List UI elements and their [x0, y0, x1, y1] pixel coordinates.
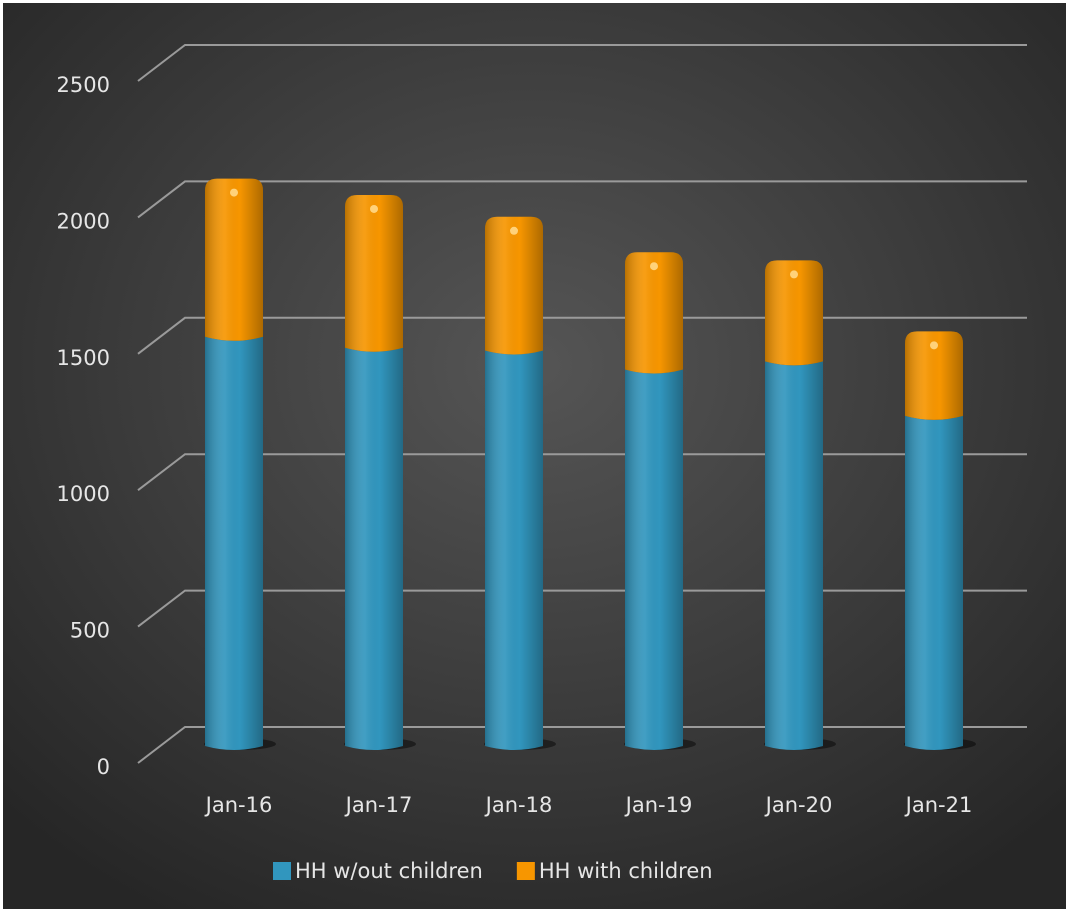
y-tick-label: 2000 — [57, 209, 110, 233]
bar-shading — [765, 260, 823, 366]
y-tick-label: 500 — [70, 619, 110, 643]
grid-line — [137, 316, 1027, 355]
bar-shading — [625, 252, 683, 374]
bar-shading — [205, 336, 263, 750]
legend-swatch — [273, 862, 291, 880]
grid-line — [137, 589, 1027, 628]
bar-shading — [485, 216, 543, 355]
bar-shading — [905, 331, 963, 420]
bar-highlight — [930, 341, 938, 350]
grid-line — [137, 726, 1027, 764]
legend-label: HH with children — [539, 859, 713, 883]
bar-shading — [485, 350, 543, 750]
x-tick-label: Jan-18 — [484, 793, 553, 817]
y-tick-label: 2500 — [57, 73, 110, 97]
bar-shading — [345, 194, 403, 352]
bar-shading — [205, 178, 263, 341]
bar-shading — [905, 415, 963, 750]
grid-line — [137, 44, 1027, 82]
x-tick-label: Jan-21 — [904, 793, 973, 817]
legend-label: HH w/out children — [295, 859, 483, 883]
x-tick-label: Jan-19 — [624, 793, 693, 817]
bar-highlight — [230, 188, 238, 197]
bar-shading — [625, 369, 683, 750]
bar-shading — [765, 361, 823, 750]
x-tick-label: Jan-20 — [764, 793, 833, 817]
bar-highlight — [650, 262, 658, 271]
x-tick-label: Jan-17 — [344, 793, 413, 817]
x-tick-label: Jan-16 — [204, 793, 273, 817]
grid-line — [137, 453, 1027, 491]
grid-line — [137, 180, 1027, 219]
bar-highlight — [510, 226, 518, 235]
bar-highlight — [790, 270, 798, 279]
y-tick-label: 1000 — [57, 482, 110, 506]
y-tick-label: 0 — [97, 755, 110, 779]
y-tick-label: 1500 — [57, 346, 110, 370]
bar-shading — [345, 347, 403, 750]
bar-highlight — [370, 204, 378, 213]
legend-swatch — [516, 862, 535, 880]
